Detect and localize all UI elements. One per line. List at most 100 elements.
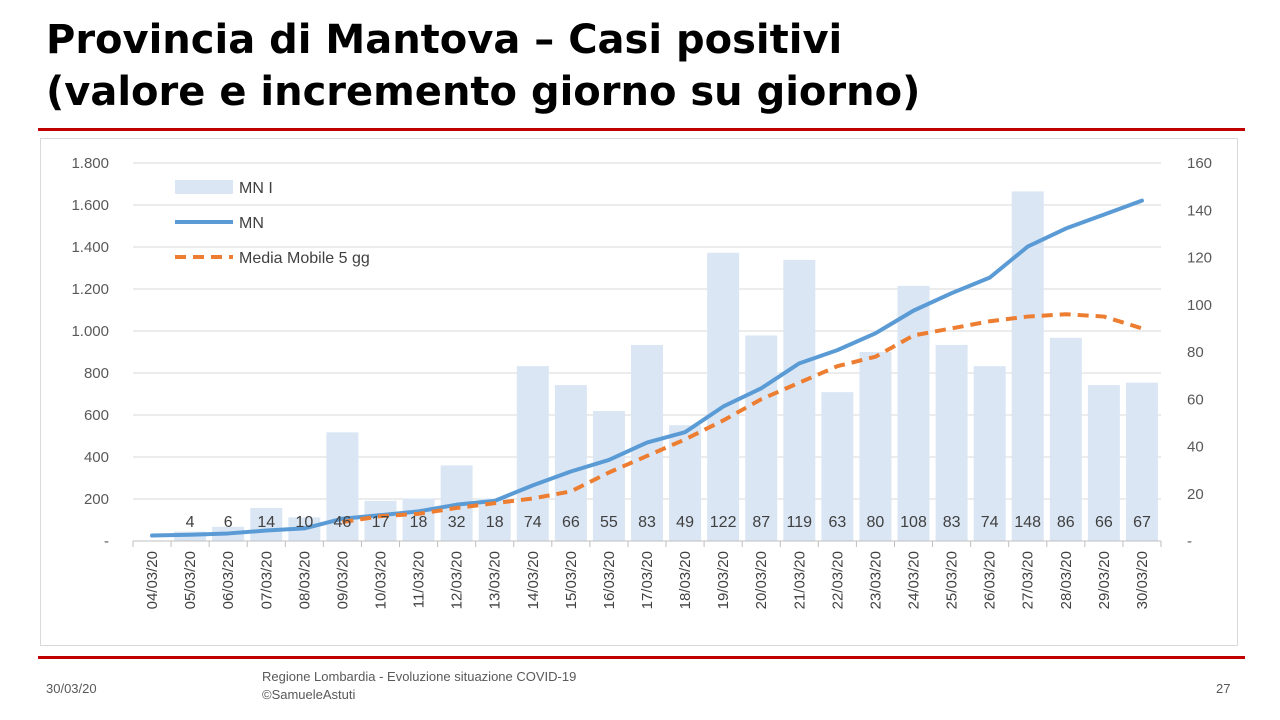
right-axis-tick-label: 160 [1187, 155, 1212, 172]
title-line-2: (valore e incremento giorno su giorno) [46, 69, 921, 115]
x-axis-category-label: 29/03/20 [1096, 551, 1113, 609]
bar-data-label: 87 [752, 514, 770, 531]
left-axis-tick-label: 1.600 [71, 197, 109, 214]
x-axis-category-label: 27/03/20 [1020, 551, 1037, 609]
left-axis-tick-label: 200 [84, 491, 109, 508]
legend-label-mn-i: MN I [239, 180, 273, 197]
bar-data-label: 66 [562, 514, 580, 531]
x-axis-category-label: 08/03/20 [296, 551, 313, 609]
bar-data-label: 83 [943, 514, 961, 531]
right-axis-tick-label: 120 [1187, 250, 1212, 267]
x-axis-category-label: 28/03/20 [1058, 551, 1075, 609]
legend-label-mn: MN [239, 215, 264, 232]
right-axis-tick-label: 100 [1187, 297, 1212, 314]
bar-mn-i [821, 392, 854, 541]
bar-data-label: 66 [1095, 514, 1113, 531]
bar-mn-i [1049, 337, 1082, 541]
bar-data-label: 122 [710, 514, 737, 531]
slide-title: Provincia di Mantova – Casi positivi (va… [46, 14, 1246, 118]
right-axis-tick-label: 60 [1187, 391, 1204, 408]
x-axis-category-label: 30/03/20 [1134, 551, 1151, 609]
bar-data-label: 14 [257, 514, 275, 531]
left-axis-tick-label: 1.400 [71, 239, 109, 256]
bar-data-label: 6 [224, 514, 233, 531]
bar-data-label: 55 [600, 514, 618, 531]
x-axis-category-label: 20/03/20 [753, 551, 770, 609]
bar-data-label: 74 [524, 514, 542, 531]
bar-mn-i [783, 259, 816, 541]
footer-date: 30/03/20 [46, 681, 97, 696]
legend-swatch-mn-i [175, 180, 233, 194]
bar-data-label: 119 [787, 514, 813, 531]
bar-data-label: 17 [372, 514, 390, 531]
x-axis-category-label: 15/03/20 [563, 551, 580, 609]
bar-mn-i [935, 344, 968, 541]
x-axis-category-label: 17/03/20 [639, 551, 656, 609]
x-axis-category-label: 26/03/20 [982, 551, 999, 609]
x-axis-category-label: 19/03/20 [715, 551, 732, 609]
legend-label-moving-average: Media Mobile 5 gg [239, 250, 370, 267]
x-axis-category-label: 13/03/20 [487, 551, 504, 609]
bar-data-label: 80 [867, 514, 885, 531]
x-axis-category-label: 09/03/20 [334, 551, 351, 609]
x-axis-category-label: 10/03/20 [372, 551, 389, 609]
page-number: 27 [1216, 681, 1231, 696]
right-axis-tick-label: 80 [1187, 344, 1204, 361]
bar-mn-i [478, 498, 511, 541]
x-axis-category-label: 11/03/20 [411, 551, 428, 608]
left-axis-tick-label: 1.000 [71, 323, 109, 340]
bar-mn-i [364, 500, 397, 541]
footer-source-line-2: ©SamueleAstuti [262, 687, 356, 702]
bar-data-label: 46 [334, 514, 352, 531]
right-axis-tick-label: - [1187, 533, 1192, 550]
footer-source-line-1: Regione Lombardia - Evoluzione situazion… [262, 669, 577, 684]
series-line-mn [150, 198, 1144, 538]
bar-data-label: 83 [638, 514, 656, 531]
bar-mn-i [745, 335, 778, 541]
bar-mn-i [859, 352, 892, 541]
series-line-moving-average [342, 312, 1143, 525]
x-axis-category-label: 05/03/20 [182, 551, 199, 609]
bar-mn-i [516, 366, 549, 541]
bar-mn-i [707, 252, 740, 541]
left-axis-tick-label: 800 [84, 365, 109, 382]
bar-data-label: 4 [186, 514, 195, 531]
x-axis-category-label: 18/03/20 [677, 551, 694, 609]
bar-mn-i [973, 366, 1006, 541]
x-axis-category-label: 12/03/20 [449, 551, 466, 609]
left-axis-tick-label: 1.800 [71, 155, 109, 172]
right-axis-tick-label: 140 [1187, 202, 1212, 219]
title-line-1: Provincia di Mantova – Casi positivi [46, 17, 843, 63]
x-axis-category-label: 21/03/20 [791, 551, 808, 609]
bar-data-label: 49 [676, 514, 694, 531]
left-axis-tick-label: 400 [84, 449, 109, 466]
x-axis-category-label: 23/03/20 [867, 551, 884, 609]
left-axis-tick-label: - [104, 533, 109, 550]
x-axis-category-label: 16/03/20 [601, 551, 618, 609]
left-axis-tick-label: 600 [84, 407, 109, 424]
x-axis-category-label: 24/03/20 [906, 551, 923, 609]
bottom-red-rule [38, 656, 1245, 659]
x-axis-category-label: 25/03/20 [944, 551, 961, 609]
bar-mn-i [897, 285, 930, 541]
x-axis-category-label: 07/03/20 [258, 551, 275, 609]
bar-mn-i [250, 507, 283, 541]
x-axis-category-label: 14/03/20 [525, 551, 542, 609]
top-red-rule [38, 128, 1245, 131]
bar-mn-i [1125, 382, 1158, 541]
bar-data-label: 32 [448, 514, 466, 531]
bar-data-label: 10 [295, 514, 313, 531]
chart-frame: - 200 400 600 800 1.000 1.200 1.400 1.600 1.800 - 2… [40, 138, 1238, 646]
right-axis-tick-label: 40 [1187, 439, 1204, 456]
bar-data-label: 108 [900, 514, 927, 531]
x-axis-category-label: 04/03/20 [144, 551, 161, 609]
bar-data-label: 18 [410, 514, 428, 531]
left-axis-tick-label: 1.200 [71, 281, 109, 298]
x-axis-category-label: 22/03/20 [829, 551, 846, 609]
bar-mn-i [554, 385, 587, 541]
bar-data-label: 63 [828, 514, 846, 531]
right-axis-tick-label: 20 [1187, 486, 1204, 503]
bar-data-label: 18 [486, 514, 504, 531]
chart-canvas: - 200 400 600 800 1.000 1.200 1.400 1.600 1.800 - 2… [71, 155, 1212, 609]
bar-data-label: 67 [1133, 514, 1151, 531]
